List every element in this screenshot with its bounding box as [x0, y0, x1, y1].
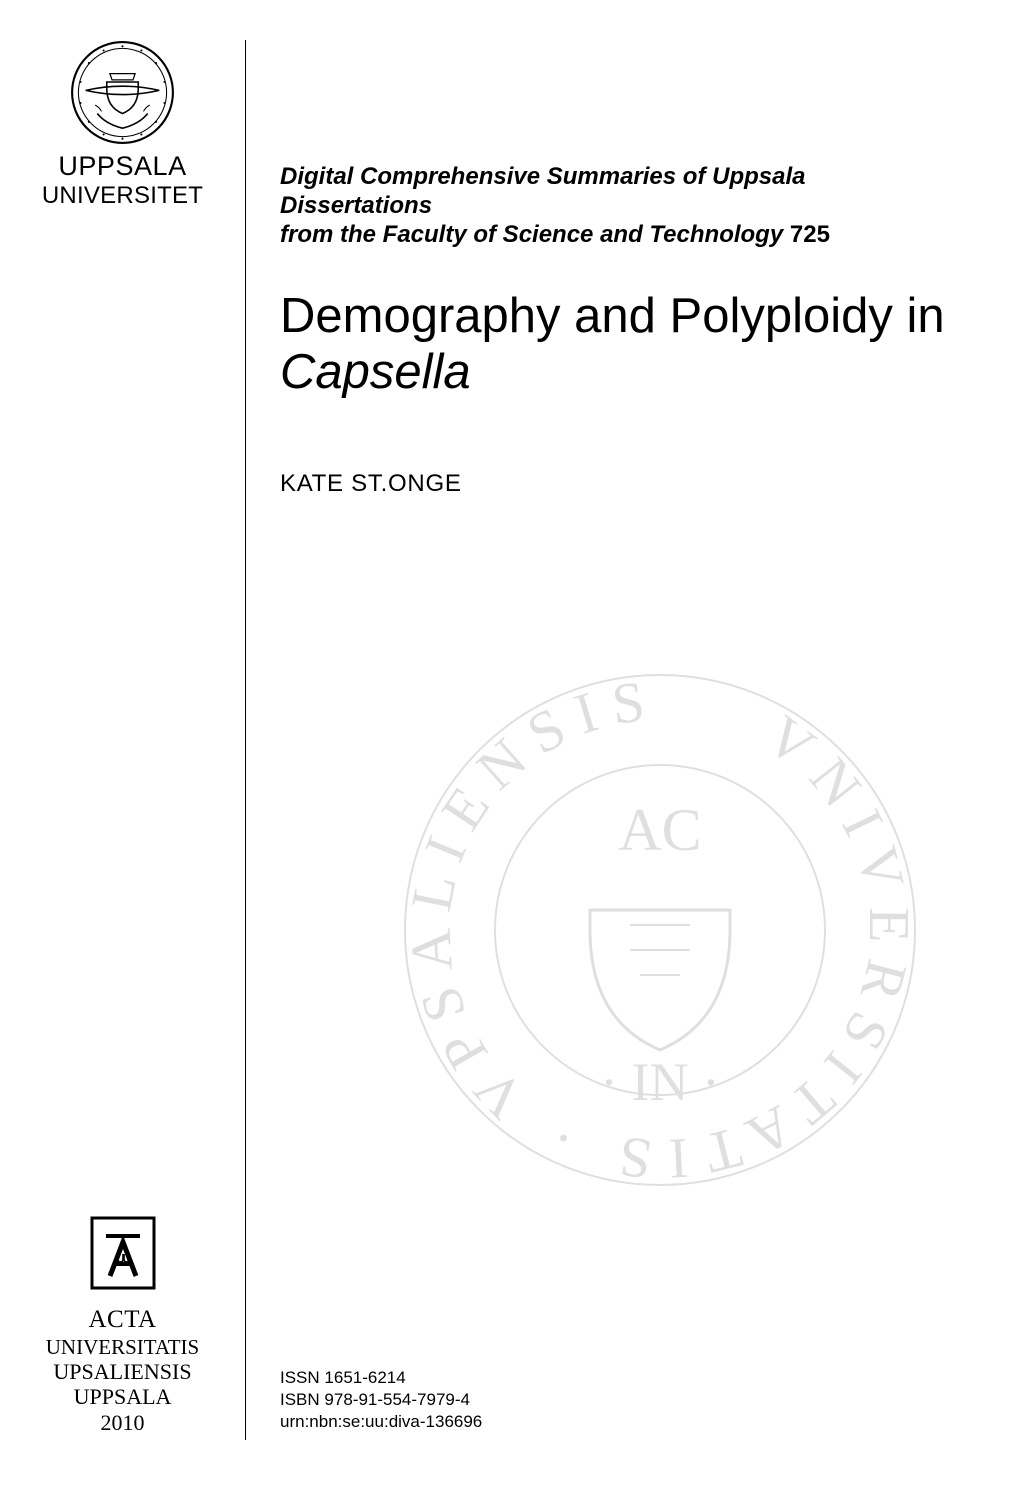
isbn-label: ISBN	[280, 1390, 320, 1409]
title-line-1: Demography and Polyploidy in	[280, 288, 960, 344]
left-column: UPPSALA UNIVERSITET	[0, 40, 245, 210]
acta-line-1: ACTA	[88, 1306, 156, 1335]
author-name: KATE ST.ONGE	[280, 470, 462, 498]
svg-text:VNIVERSITATIS · VPSALIENSIS ·: VNIVERSITATIS · VPSALIENSIS · SIGILLVM	[390, 660, 922, 1193]
identifiers-block: ISSN 1651-6214 ISBN 978-91-554-7979-4 ur…	[280, 1367, 482, 1433]
uu-logo-block: UPPSALA UNIVERSITET	[23, 40, 223, 210]
main-column: Digital Comprehensive Summaries of Uppsa…	[280, 0, 960, 1495]
series-line-2: from the Faculty of Science and Technolo…	[280, 221, 783, 248]
issn-value: 1651-6214	[324, 1368, 405, 1387]
issn-label: ISSN	[280, 1368, 320, 1387]
urn-line: urn:nbn:se:uu:diva-136696	[280, 1411, 482, 1433]
isbn-value: 978-91-554-7979-4	[324, 1390, 470, 1409]
svg-text:AC: AC	[618, 797, 701, 863]
watermark-seal-icon: VNIVERSITATIS · VPSALIENSIS · SIGILLVM A…	[390, 660, 930, 1200]
svg-text:· IN ·: · IN ·	[600, 1052, 720, 1112]
title-block: Demography and Polyploidy in Capsella	[280, 288, 960, 400]
page: UPPSALA UNIVERSITET ACTA UNIVERSITATIS U…	[0, 0, 1020, 1495]
acta-block: ACTA UNIVERSITATIS UPSALIENSIS UPPSALA 2…	[0, 1214, 245, 1435]
isbn-line: ISBN 978-91-554-7979-4	[280, 1389, 482, 1411]
uppsala-word-1: UPPSALA	[23, 151, 223, 182]
vertical-rule	[245, 40, 246, 1440]
issn-line: ISSN 1651-6214	[280, 1367, 482, 1389]
uppsala-seal-icon	[70, 40, 175, 145]
acta-line-2: UNIVERSITATIS	[46, 1335, 199, 1359]
series-line-1: Digital Comprehensive Summaries of Uppsa…	[280, 163, 805, 219]
acta-line-5: 2010	[101, 1410, 145, 1435]
acta-line-4: UPPSALA	[74, 1384, 172, 1409]
acta-line-3: UPSALIENSIS	[53, 1359, 191, 1384]
acta-logo-icon	[88, 1214, 158, 1292]
title-line-2: Capsella	[280, 344, 960, 400]
series-number: 725	[790, 221, 830, 248]
uppsala-word-2: UNIVERSITET	[23, 182, 223, 210]
series-block: Digital Comprehensive Summaries of Uppsa…	[280, 162, 960, 249]
